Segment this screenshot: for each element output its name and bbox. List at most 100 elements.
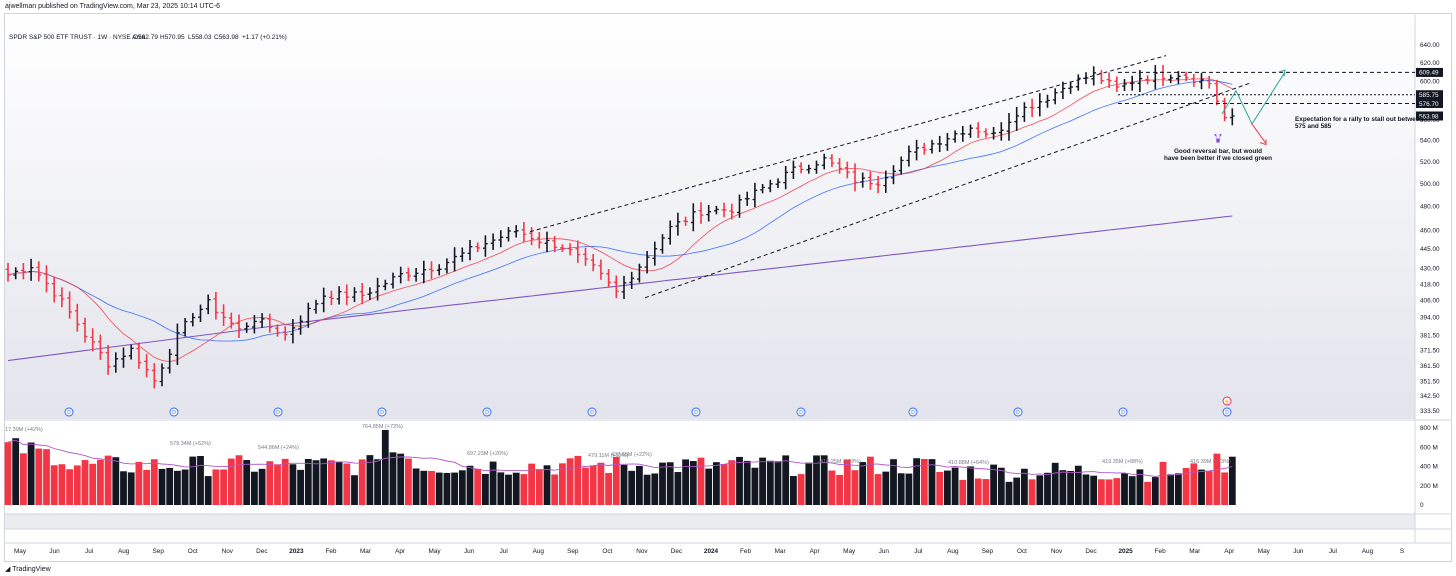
dividend-marker-icon[interactable]: D <box>587 407 597 417</box>
volume-bar <box>297 469 304 505</box>
price-bar <box>313 299 319 314</box>
volume-label: 764.85M (+72%) <box>362 424 403 430</box>
y-tick-label: 480.00 <box>1420 204 1440 211</box>
volume-bar <box>820 455 828 505</box>
dividend-marker-icon[interactable]: D <box>1222 407 1232 417</box>
volume-bar <box>1221 472 1228 505</box>
volume-bar <box>1182 467 1190 505</box>
volume-bar <box>412 468 420 505</box>
volume-bar <box>1005 481 1013 505</box>
price-bar <box>1199 72 1204 90</box>
dividend-marker-icon[interactable]: D <box>377 407 387 417</box>
price-bar <box>329 290 334 306</box>
volume-bar <box>636 465 643 505</box>
price-bar <box>606 269 611 288</box>
volume-bar <box>1113 478 1121 505</box>
price-bar <box>583 247 588 266</box>
price-bar <box>529 227 534 246</box>
volume-bar <box>43 449 50 505</box>
price-bar <box>105 344 111 375</box>
price-bar <box>791 160 796 180</box>
volume-bar <box>351 475 358 505</box>
price-bar <box>298 315 303 335</box>
price-bar <box>175 323 180 366</box>
volume-bar <box>620 464 628 505</box>
price-bar <box>868 171 873 190</box>
price-bar <box>1029 98 1035 117</box>
dividend-marker-icon[interactable]: D <box>482 407 492 417</box>
volume-bar <box>1105 479 1113 505</box>
volume-bar <box>651 473 659 505</box>
channel-upper-line <box>529 55 1167 233</box>
dividend-marker-icon[interactable]: D <box>1118 407 1128 417</box>
price-bar <box>352 287 357 302</box>
volume-bar <box>335 461 343 505</box>
y-tick-label: 342.50 <box>1420 393 1440 400</box>
volume-bar <box>489 461 497 505</box>
dividend-marker-icon[interactable]: D <box>796 407 806 417</box>
x-tick-label: Feb <box>740 548 751 555</box>
price-bar <box>806 164 812 174</box>
svg-text:D: D <box>380 410 384 416</box>
volume-bar <box>266 461 274 505</box>
svg-text:D: D <box>276 410 280 416</box>
price-bar <box>321 287 327 313</box>
volume-bar <box>689 461 697 505</box>
price-bar <box>644 250 650 274</box>
price-bar <box>436 264 442 276</box>
ma-long-line <box>7 215 1233 362</box>
earnings-marker-icon[interactable]: ⚡ <box>1222 396 1232 406</box>
volume-bar <box>289 464 297 505</box>
dividend-marker-icon[interactable]: D <box>691 407 701 417</box>
volume-bar <box>766 460 774 505</box>
x-tick-label: Oct <box>602 548 612 555</box>
svg-text:⚡: ⚡ <box>1224 399 1231 406</box>
y-tick-label: 371.50 <box>1420 348 1440 355</box>
price-bar <box>975 122 981 139</box>
volume-bar <box>1136 469 1144 505</box>
price-bar <box>444 258 450 274</box>
price-bar <box>429 261 434 280</box>
volume-bar <box>720 463 728 505</box>
dividend-marker-icon[interactable]: D <box>273 407 283 417</box>
volume-bar <box>682 459 689 505</box>
x-tick-label: May <box>843 548 856 555</box>
price-bar <box>1045 94 1050 108</box>
empty-pane <box>5 514 1415 529</box>
volume-bar <box>551 474 559 505</box>
x-tick-label: Aug <box>947 548 959 555</box>
price-bar <box>359 283 365 305</box>
volume-bar <box>220 469 227 505</box>
dividend-marker-icon[interactable]: D <box>64 407 74 417</box>
volume-bar <box>1128 476 1136 505</box>
volume-bar <box>466 465 474 505</box>
volume-bar <box>4 442 12 505</box>
dividend-marker-icon[interactable]: D <box>908 407 918 417</box>
volume-bar <box>628 470 636 505</box>
dividend-marker-icon[interactable]: D <box>169 407 179 417</box>
price-bar <box>82 317 88 343</box>
x-tick-label: 2024 <box>704 548 719 555</box>
x-tick-label: Dec <box>256 548 268 555</box>
publisher-caption: ajwellman published on TradingView.com, … <box>5 3 221 10</box>
volume-bar <box>1082 474 1090 505</box>
volume-bar <box>320 458 328 505</box>
price-bar <box>205 294 211 315</box>
volume-label: 419.35M (+88%) <box>1102 459 1143 465</box>
volume-bar <box>1067 470 1074 505</box>
y-tick-label: 640.00 <box>1420 42 1440 49</box>
volume-label: 697.23M (+20%) <box>467 451 508 457</box>
volume-bar <box>643 474 651 505</box>
dividend-marker-icon[interactable]: D <box>1013 407 1023 417</box>
volume-bar <box>836 474 843 505</box>
x-tick-label: Jul <box>85 548 93 555</box>
x-tick-label: Feb <box>1155 548 1166 555</box>
x-tick-label: Jul <box>1329 548 1337 555</box>
price-bar <box>991 126 996 140</box>
volume-bar <box>1098 479 1105 505</box>
x-tick-label: 2023 <box>289 548 304 555</box>
volume-bar <box>535 469 543 505</box>
x-tick-label: Sep <box>567 548 579 555</box>
y-tick-label: 460.00 <box>1420 228 1440 235</box>
